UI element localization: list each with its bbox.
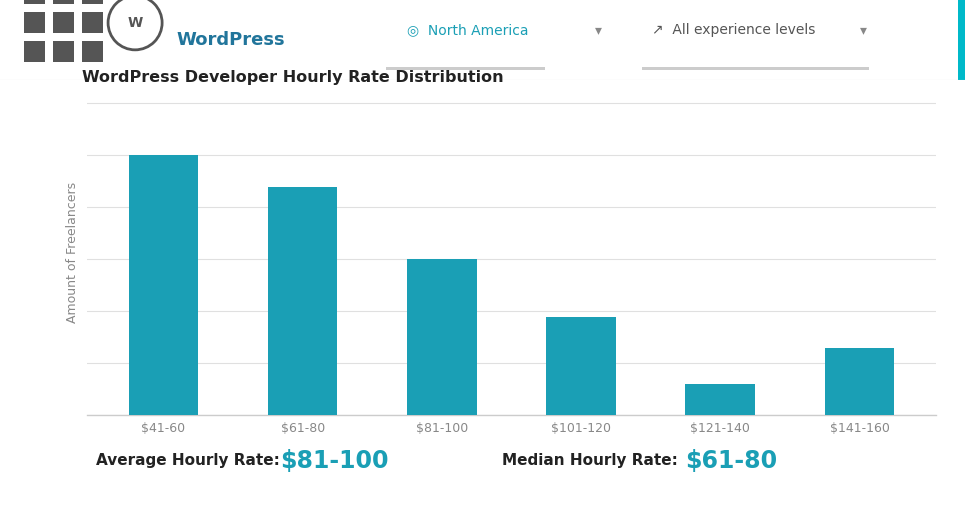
- Bar: [642, 67, 868, 70]
- Bar: [82, 12, 103, 34]
- Text: Average Hourly Rate:: Average Hourly Rate:: [96, 453, 281, 468]
- Bar: [386, 67, 545, 70]
- Bar: [685, 384, 755, 415]
- Text: ↗  All experience levels: ↗ All experience levels: [651, 23, 815, 37]
- Bar: [407, 260, 477, 415]
- Bar: [825, 348, 895, 415]
- Text: $81-100: $81-100: [280, 448, 388, 473]
- Text: $61-80: $61-80: [685, 448, 777, 473]
- Bar: [24, 0, 45, 5]
- Bar: [53, 0, 74, 5]
- Bar: [53, 12, 74, 34]
- Text: Median Hourly Rate:: Median Hourly Rate:: [502, 453, 677, 468]
- Text: ▾: ▾: [594, 23, 602, 37]
- Bar: [53, 41, 74, 62]
- Bar: [268, 186, 338, 415]
- Bar: [24, 41, 45, 62]
- Text: W: W: [127, 16, 143, 30]
- Bar: [128, 155, 198, 415]
- Bar: [546, 316, 616, 415]
- Text: ▾: ▾: [860, 23, 868, 37]
- Bar: [82, 41, 103, 62]
- Bar: [82, 0, 103, 5]
- Y-axis label: Amount of Freelancers: Amount of Freelancers: [66, 182, 78, 324]
- Text: WordPress: WordPress: [177, 31, 286, 49]
- Text: WordPress Developer Hourly Rate Distribution: WordPress Developer Hourly Rate Distribu…: [82, 70, 504, 85]
- Text: ◎  North America: ◎ North America: [407, 23, 529, 37]
- Bar: [24, 12, 45, 34]
- Bar: [958, 0, 965, 80]
